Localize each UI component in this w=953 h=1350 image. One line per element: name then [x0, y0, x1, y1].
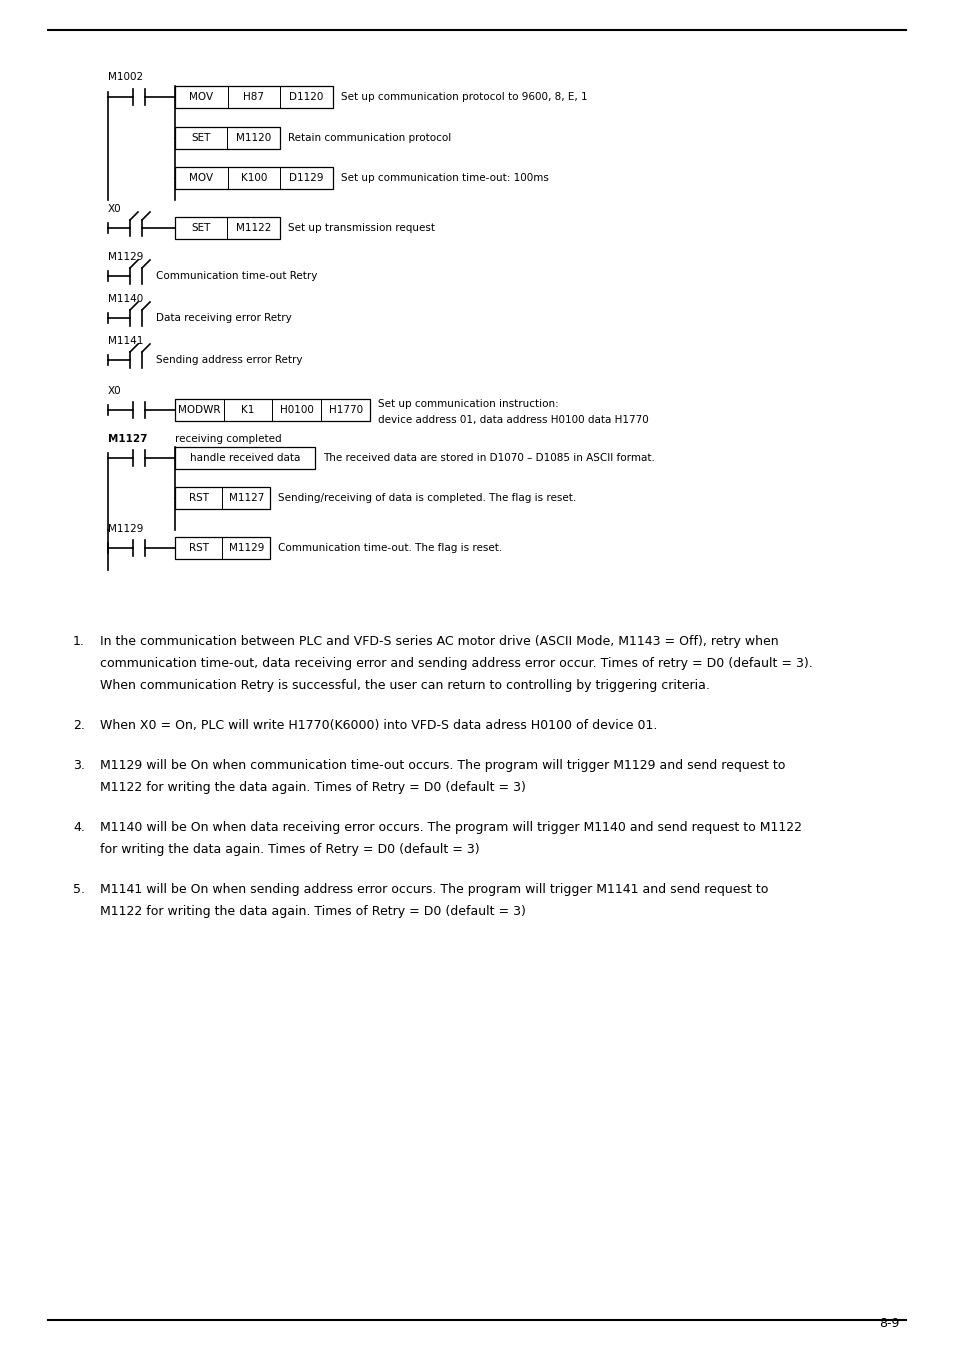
Text: H87: H87	[243, 92, 264, 103]
Bar	[174, 487, 270, 509]
Text: M1129: M1129	[108, 252, 143, 262]
Text: M1002: M1002	[108, 72, 143, 82]
Bar	[174, 86, 333, 108]
Text: 8-9: 8-9	[879, 1318, 899, 1330]
Bar	[174, 400, 370, 421]
Text: When communication Retry is successful, the user can return to controlling by tr: When communication Retry is successful, …	[100, 679, 709, 693]
Text: Sending/receiving of data is completed. The flag is reset.: Sending/receiving of data is completed. …	[277, 493, 576, 504]
Text: receiving completed: receiving completed	[174, 433, 281, 444]
Text: 4.: 4.	[73, 821, 85, 834]
Text: K100: K100	[240, 173, 267, 184]
Text: RST: RST	[189, 493, 209, 504]
Text: MODWR: MODWR	[178, 405, 220, 414]
Text: MOV: MOV	[189, 173, 213, 184]
Text: M1141: M1141	[108, 336, 143, 346]
Text: H1770: H1770	[328, 405, 362, 414]
Text: X0: X0	[108, 386, 121, 396]
Text: handle received data: handle received data	[190, 454, 300, 463]
Text: H0100: H0100	[279, 405, 314, 414]
Text: RST: RST	[189, 543, 209, 554]
Text: device address 01, data address H0100 data H1770: device address 01, data address H0100 da…	[377, 414, 648, 425]
Text: X0: X0	[108, 204, 121, 215]
Text: M1120: M1120	[236, 134, 271, 143]
Text: Sending address error Retry: Sending address error Retry	[156, 355, 302, 364]
Text: 1.: 1.	[73, 634, 85, 648]
Text: Set up communication protocol to 9600, 8, E, 1: Set up communication protocol to 9600, 8…	[340, 92, 587, 103]
Text: Set up communication time-out: 100ms: Set up communication time-out: 100ms	[340, 173, 548, 184]
Bar	[174, 217, 280, 239]
Text: M1122 for writing the data again. Times of Retry = D0 (default = 3): M1122 for writing the data again. Times …	[100, 904, 525, 918]
Text: M1129: M1129	[108, 524, 143, 535]
Bar	[174, 127, 280, 148]
Text: M1127: M1127	[108, 433, 148, 444]
Text: Communication time-out Retry: Communication time-out Retry	[156, 271, 317, 281]
Text: K1: K1	[241, 405, 254, 414]
Text: M1141 will be On when sending address error occurs. The program will trigger M11: M1141 will be On when sending address er…	[100, 883, 767, 896]
Text: Communication time-out. The flag is reset.: Communication time-out. The flag is rese…	[277, 543, 501, 554]
Text: D1129: D1129	[289, 173, 324, 184]
Text: MOV: MOV	[189, 92, 213, 103]
Text: M1122: M1122	[235, 223, 272, 234]
Text: 2.: 2.	[73, 720, 85, 732]
Bar	[174, 447, 314, 468]
Bar	[174, 537, 270, 559]
Text: D1120: D1120	[289, 92, 323, 103]
Text: Retain communication protocol: Retain communication protocol	[288, 134, 451, 143]
Text: SET: SET	[192, 134, 211, 143]
Text: M1129 will be On when communication time-out occurs. The program will trigger M1: M1129 will be On when communication time…	[100, 759, 784, 772]
Text: Set up communication instruction:: Set up communication instruction:	[377, 400, 558, 409]
Text: 5.: 5.	[73, 883, 85, 896]
Text: M1122 for writing the data again. Times of Retry = D0 (default = 3): M1122 for writing the data again. Times …	[100, 782, 525, 794]
Text: communication time-out, data receiving error and sending address error occur. Ti: communication time-out, data receiving e…	[100, 657, 812, 670]
Bar	[174, 167, 333, 189]
Text: The received data are stored in D1070 – D1085 in ASCII format.: The received data are stored in D1070 – …	[323, 454, 654, 463]
Text: M1140 will be On when data receiving error occurs. The program will trigger M114: M1140 will be On when data receiving err…	[100, 821, 801, 834]
Text: 3.: 3.	[73, 759, 85, 772]
Text: M1129: M1129	[229, 543, 264, 554]
Text: Set up transmission request: Set up transmission request	[288, 223, 435, 234]
Text: M1140: M1140	[108, 294, 143, 304]
Text: In the communication between PLC and VFD-S series AC motor drive (ASCII Mode, M1: In the communication between PLC and VFD…	[100, 634, 778, 648]
Text: Data receiving error Retry: Data receiving error Retry	[156, 313, 292, 323]
Text: When X0 = On, PLC will write H1770(K6000) into VFD-S data adress H0100 of device: When X0 = On, PLC will write H1770(K6000…	[100, 720, 657, 732]
Text: for writing the data again. Times of Retry = D0 (default = 3): for writing the data again. Times of Ret…	[100, 842, 479, 856]
Text: M1127: M1127	[229, 493, 264, 504]
Text: SET: SET	[192, 223, 211, 234]
